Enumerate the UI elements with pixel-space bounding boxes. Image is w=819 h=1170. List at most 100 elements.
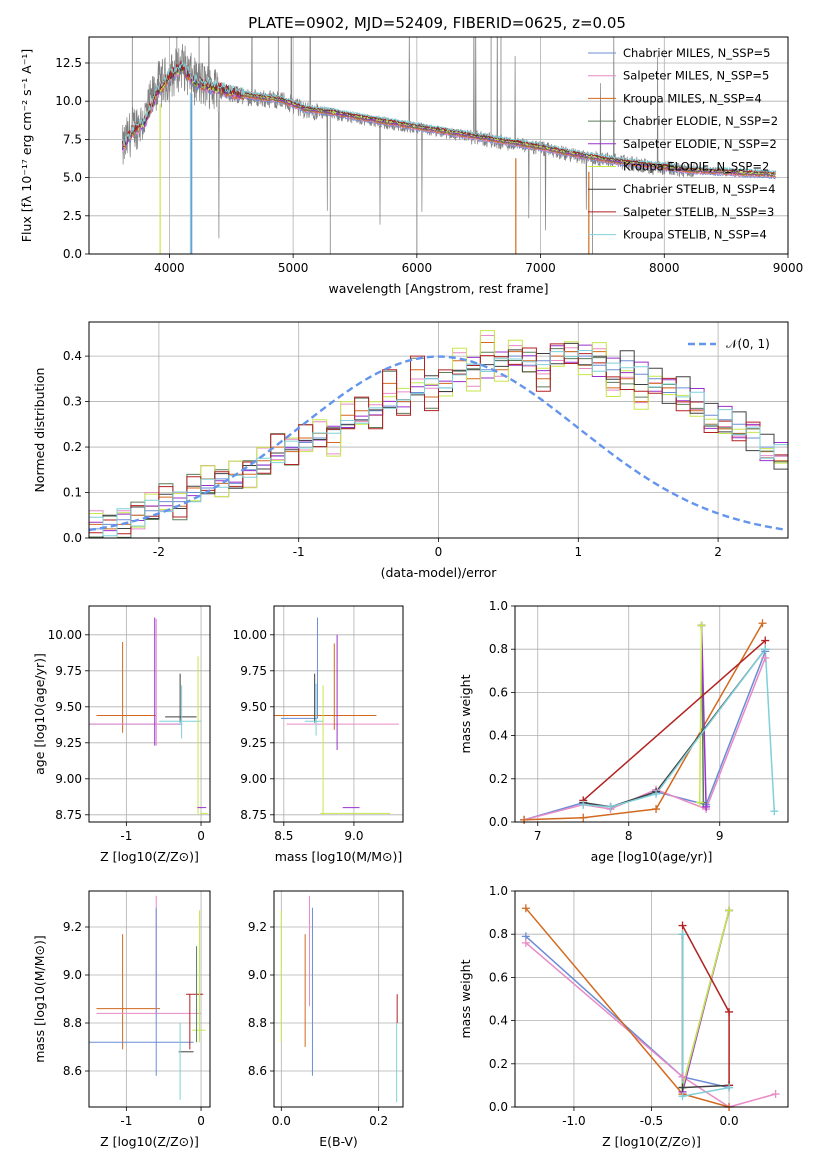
legend-entry: Chabrier STELIB, N_SSP=4 [623, 182, 775, 196]
x-tick-label: -2 [153, 545, 165, 559]
y-tick-label: 0.0 [63, 531, 82, 545]
weight-point-marker [579, 800, 588, 809]
y-tick-label: 0.2 [489, 772, 508, 786]
y-tick-label: 0.0 [489, 1100, 508, 1114]
weight-point-marker [678, 1083, 687, 1092]
y-tick-label: 9.50 [240, 700, 267, 714]
y-axis-label: mass [log10(M/M⊙)] [32, 935, 47, 1063]
x-tick-label: 0.0 [720, 1114, 739, 1128]
y-axis-label: Normed distribution [32, 368, 47, 493]
x-tick-label: 0 [197, 1114, 205, 1128]
x-tick-label: 9.0 [344, 829, 363, 843]
weight-point-marker [725, 1007, 734, 1016]
x-tick-label: -1 [120, 1114, 132, 1128]
x-axis-label: E(B-V) [319, 1134, 358, 1149]
weight-point-marker [761, 645, 770, 654]
y-tick-label: 8.75 [240, 808, 267, 822]
figure-title: PLATE=0902, MJD=52409, FIBERID=0625, z=0… [248, 14, 626, 32]
weight-point-marker [678, 930, 687, 939]
axes-frame [88, 605, 211, 823]
axes-frame [88, 321, 789, 539]
x-tick-label: 1 [574, 545, 582, 559]
y-tick-label: 10.00 [48, 628, 82, 642]
axes-frame [514, 605, 789, 823]
weight-point-marker [678, 1092, 687, 1101]
normal-pdf-curve [89, 355, 786, 532]
x-axis-label: Z [log10(Z/Z⊙)] [100, 1134, 199, 1149]
y-tick-label: 9.75 [240, 664, 267, 678]
y-tick-label: 7.5 [63, 132, 82, 146]
weight-point-marker [761, 653, 770, 662]
weight-point-marker [652, 805, 661, 814]
x-tick-label: 0 [197, 829, 205, 843]
plot-area [89, 617, 208, 815]
axes-frame [514, 890, 789, 1108]
chart-massweight-vs-Z: -1.0 -0.5 0.0 0.0 0.2 0.4 0.6 0.8 1.0 Z [log10(Z/… [458, 884, 789, 1149]
y-tick-label: 0.4 [63, 349, 82, 363]
y-tick-label: 1.0 [489, 599, 508, 613]
x-axis-label: Z [log10(Z/Z⊙)] [602, 1134, 701, 1149]
y-tick-label: 0.4 [489, 1014, 508, 1028]
weight-point-marker [770, 807, 779, 816]
x-tick-label: -0.5 [640, 1114, 663, 1128]
x-tick-label: 8 [625, 829, 633, 843]
chart-age-vs-mass: 8.5 9.0 8.75 9.00 9.25 9.50 9.75 10.00 mass [log… [233, 605, 404, 864]
weight-point-marker [678, 921, 687, 930]
y-tick-label: 9.25 [240, 736, 267, 750]
y-tick-label: 8.75 [55, 808, 82, 822]
x-tick-label: 0 [435, 545, 443, 559]
y-tick-label: 0.1 [63, 486, 82, 500]
legend-entry: Chabrier ELODIE, N_SSP=2 [623, 114, 778, 128]
chart-spectrum: 4000 5000 6000 7000 8000 9000 0.0 2.5 5.0 7.5 10.0… [19, 36, 803, 296]
weight-point-marker [652, 789, 661, 798]
y-tick-label: 8.8 [63, 1016, 82, 1030]
x-axis-label: mass [log10(M/M⊙)] [275, 849, 403, 864]
x-axis-label: Z [log10(Z/Z⊙)] [100, 849, 199, 864]
y-tick-label: 10.0 [55, 94, 82, 108]
y-tick-label: 9.0 [63, 968, 82, 982]
y-tick-label: 9.00 [240, 772, 267, 786]
x-tick-label: 0.0 [272, 1114, 291, 1128]
legend-entry: Kroupa MILES, N_SSP=4 [623, 91, 762, 105]
chart-mass-vs-ebv: 0.0 0.2 8.6 8.8 9.0 9.2 E(B-V) [248, 890, 404, 1149]
x-tick-label: 9 [716, 829, 724, 843]
x-tick-label: 8.5 [274, 829, 293, 843]
weight-point-marker [758, 619, 767, 628]
plot-area [89, 895, 206, 1100]
x-axis-label: age [log10(age/yr)] [591, 849, 713, 864]
x-tick-label: 6000 [402, 261, 433, 275]
y-tick-label: 0.8 [489, 642, 508, 656]
legend-entry: Kroupa STELIB, N_SSP=4 [623, 228, 767, 242]
y-axis-label: age [log10(age/yr)] [32, 653, 47, 775]
y-tick-label: 9.50 [55, 700, 82, 714]
y-tick-label: 9.0 [248, 968, 267, 982]
model-fit-line [121, 61, 777, 174]
legend-entry: Kroupa ELODIE, N_SSP=2 [623, 160, 769, 174]
y-tick-label: 0.0 [63, 247, 82, 261]
model-fit-line [122, 64, 776, 178]
weight-line [681, 910, 730, 1088]
weight-point-marker [579, 813, 588, 822]
x-axis-label: (data-model)/error [381, 565, 498, 580]
y-tick-label: 0.3 [63, 395, 82, 409]
weight-point-marker [725, 906, 734, 915]
weight-line [582, 640, 766, 801]
legend-entry: Salpeter ELODIE, N_SSP=2 [623, 137, 777, 151]
chart-residuals: -2 -1 0 1 2 0.0 0.1 0.2 0.3 0.4 (data-model)/error… [32, 321, 789, 580]
weight-point-marker [678, 1072, 687, 1081]
histogram-kroupa-stelib [89, 350, 788, 537]
y-tick-label: 5.0 [63, 171, 82, 185]
x-tick-label: -1 [120, 829, 132, 843]
x-tick-label: 8000 [649, 261, 680, 275]
plot-area [274, 617, 399, 815]
x-tick-label: 7 [534, 829, 542, 843]
y-tick-label: 0.2 [489, 1057, 508, 1071]
plot-area [523, 622, 776, 821]
y-tick-label: 1.0 [489, 884, 508, 898]
axes-frame [88, 36, 789, 255]
y-tick-label: 9.75 [55, 664, 82, 678]
chart-massweight-vs-age: 7 8 9 0.0 0.2 0.4 0.6 0.8 1.0 age [log10(age/yr)]… [458, 599, 789, 864]
x-tick-label: -1.0 [562, 1114, 585, 1128]
weight-point-marker [606, 802, 615, 811]
